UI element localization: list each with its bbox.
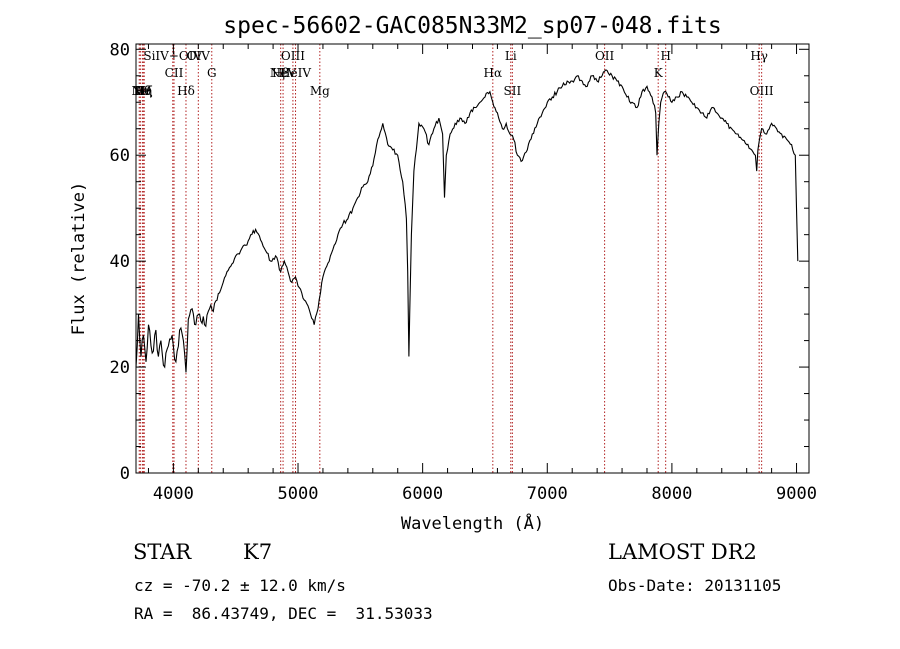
reference-line-label: Li	[505, 49, 517, 63]
x-tick-label: 8000	[651, 484, 692, 504]
x-axis-label: Wavelength (Å)	[401, 512, 544, 534]
x-tick-label: 4000	[153, 484, 194, 504]
y-tick-label: 40	[110, 252, 130, 272]
y-tick-label: 60	[110, 146, 130, 166]
reference-line-label: K	[654, 66, 664, 80]
reference-line-label: H	[660, 49, 670, 63]
reference-line-label: Hη	[134, 84, 152, 98]
reference-line-label: Hγ	[750, 49, 768, 63]
reference-line-label: A	[134, 84, 144, 98]
chart-title: spec-56602-GAC085N33M2_sp07-048.fits	[223, 13, 722, 39]
spectrum-line	[135, 69, 799, 373]
x-tick-label: 5000	[278, 484, 319, 504]
reference-line-label: Hξ	[136, 84, 153, 98]
reference-line-label: HeIV	[280, 66, 311, 80]
reference-line-label: Mg	[310, 84, 330, 98]
reference-line-label: G	[207, 66, 217, 80]
reference-line-label: NeV	[270, 66, 297, 80]
reference-line-label: OII	[595, 49, 615, 63]
observation-date: Obs-Date: 20131105	[608, 576, 782, 595]
x-tick-label: 7000	[527, 484, 568, 504]
spectral-subclass: K7	[243, 540, 273, 564]
reference-line-label: OIII	[750, 84, 774, 98]
y-axis-label: Flux (relative)	[69, 182, 89, 336]
object-class: STAR	[133, 540, 192, 564]
reference-line-label: Hθ	[134, 84, 152, 98]
y-tick-label: 0	[120, 464, 130, 484]
reference-line-label: Hδ	[177, 84, 195, 98]
reference-line-label: OIV	[187, 49, 211, 63]
y-tick-label: 80	[110, 40, 130, 60]
y-tick-label: 20	[110, 358, 130, 378]
x-tick-label: 6000	[402, 484, 443, 504]
reference-line-label: CII	[165, 66, 184, 80]
reference-line-label: Hβ	[272, 66, 289, 80]
redshift-readout: cz = -70.2 ± 12.0 km/s	[134, 576, 346, 595]
x-tick-label: 9000	[776, 484, 817, 504]
reference-line-label: OIII	[281, 49, 305, 63]
reference-line-label: SiIV+OIV	[143, 49, 202, 63]
reference-line-label: SII	[504, 84, 522, 98]
survey-name: LAMOST DR2	[608, 540, 757, 564]
coordinates-readout: RA = 86.43749, DEC = 31.53033	[134, 604, 433, 623]
reference-line-label: Hα	[484, 66, 503, 80]
plot-frame	[135, 43, 810, 474]
